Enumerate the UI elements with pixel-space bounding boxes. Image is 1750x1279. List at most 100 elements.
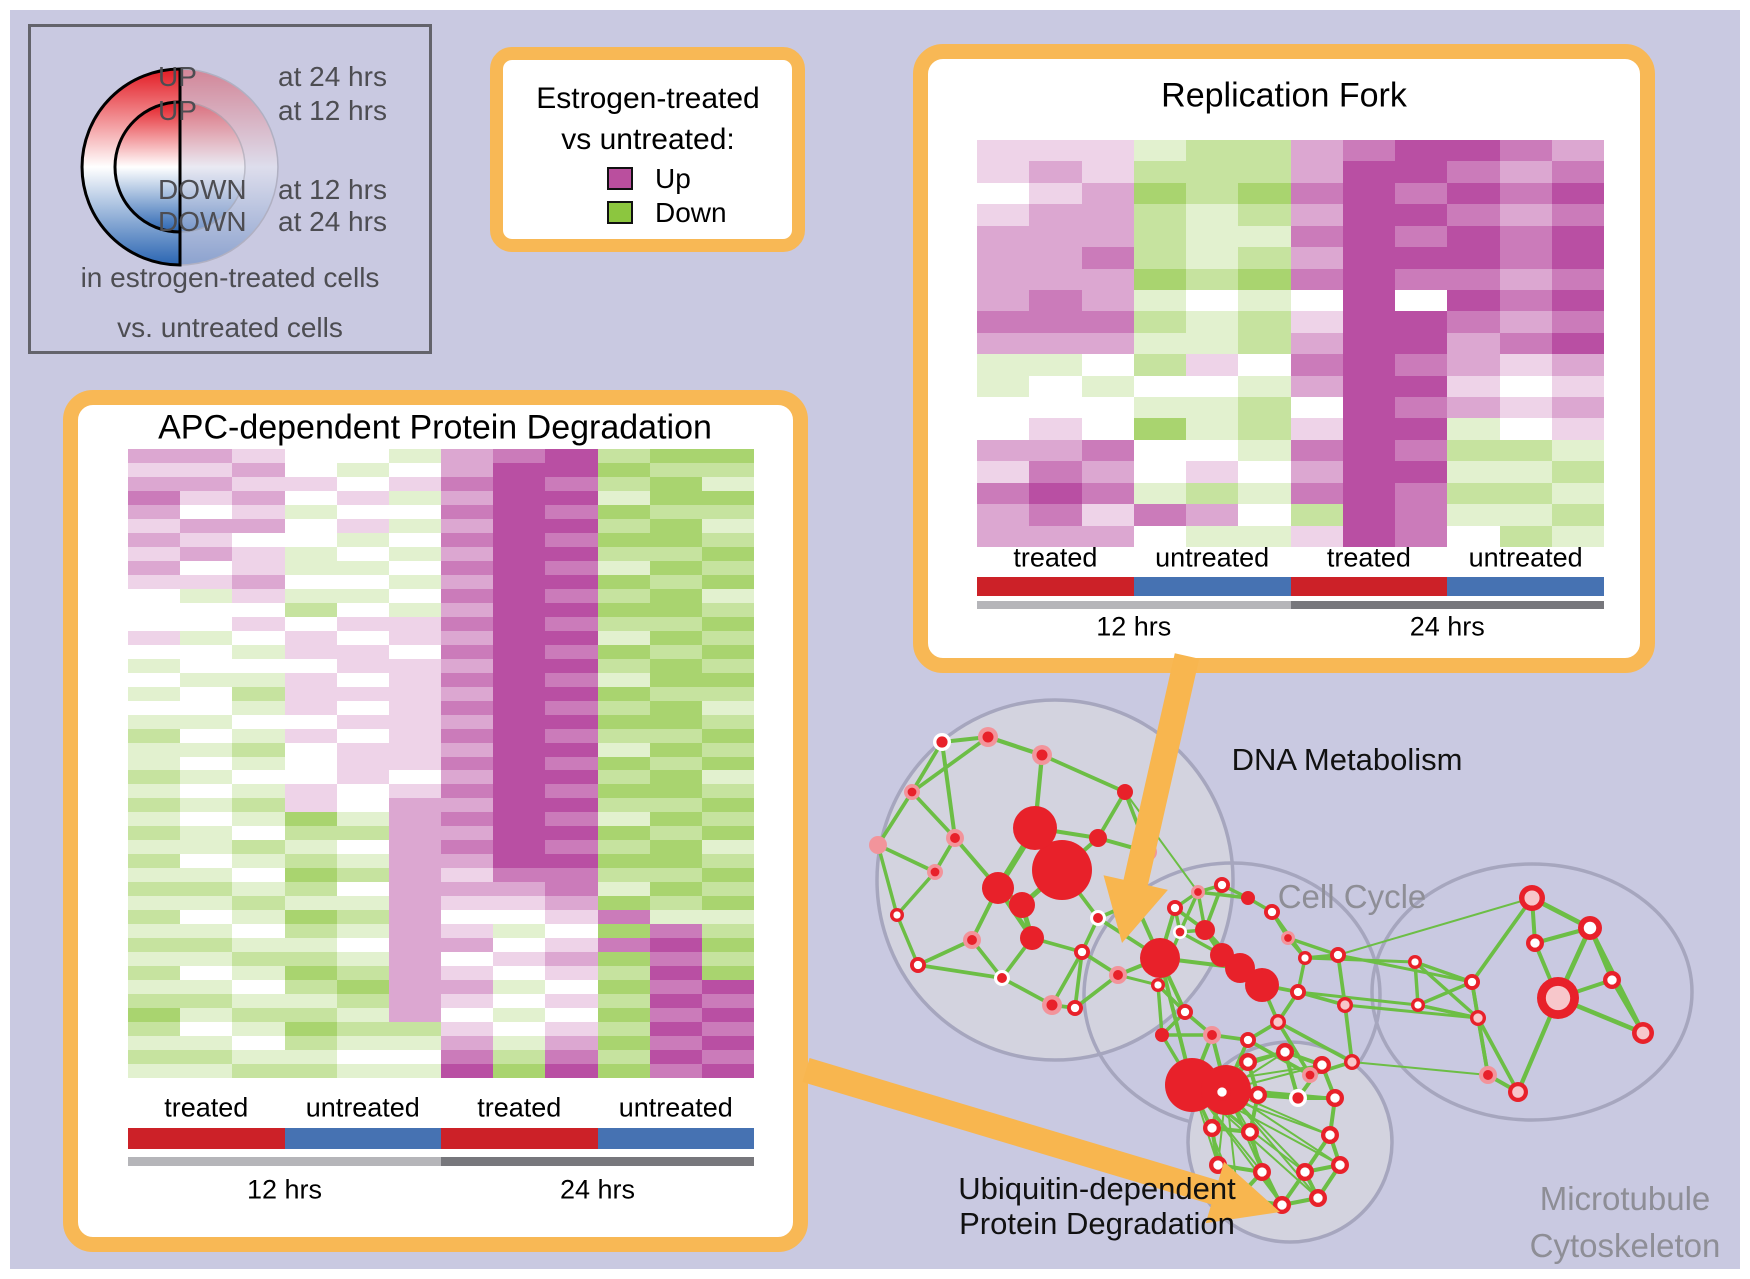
heatmap-cell: [336, 924, 389, 939]
heatmap-cell: [1238, 397, 1291, 419]
heatmap-cell: [545, 840, 598, 855]
heatmap-cell: [1186, 182, 1239, 205]
heatmap-cell: [1447, 161, 1500, 183]
heatmap-cell: [1342, 418, 1395, 440]
heatmap-cell: [701, 1036, 754, 1051]
heatmap-cell: [180, 532, 233, 547]
heatmap-cell: [597, 658, 650, 673]
heatmap-cell: [1238, 332, 1291, 355]
heatmap-cell: [649, 560, 702, 575]
heatmap-cell: [493, 868, 546, 883]
heatmap-cell: [977, 482, 1030, 505]
heatmap-cell: [232, 756, 285, 771]
heatmap-cell: [128, 952, 181, 967]
heatmap-cell: [701, 672, 754, 687]
heatmap-cell: [977, 461, 1030, 483]
heatmap-cell: [284, 532, 337, 547]
heatmap-cell: [284, 910, 337, 925]
heatmap-cell: [649, 616, 702, 631]
heatmap-cell: [388, 686, 441, 701]
heatmap-cell: [1551, 418, 1604, 440]
heatmap-cell: [180, 798, 233, 813]
heatmap-cell: [232, 1050, 285, 1065]
heatmap-cell: [597, 504, 650, 519]
heatmap-cell: [1081, 268, 1134, 290]
heatmap-cell: [128, 476, 181, 491]
heatmap-cell: [649, 770, 702, 785]
heatmap-cell: [1238, 439, 1291, 462]
heatmap-cell: [1290, 182, 1343, 205]
heatmap-cell: [1342, 289, 1395, 312]
heatmap-cell: [128, 784, 181, 799]
heatmap-cell: [545, 882, 598, 897]
heatmap-cell: [1342, 482, 1395, 505]
heatmap-cell: [441, 616, 494, 631]
heatmap-cell: [597, 784, 650, 799]
heatmap-cell: [128, 588, 181, 603]
heatmap-cell: [1499, 525, 1552, 547]
heatmap-cell: [441, 560, 494, 575]
heatmap-cell: [1081, 204, 1134, 226]
heatmap-cell: [1499, 268, 1552, 290]
heatmap-cell: [545, 574, 598, 589]
heatmap-cell: [649, 952, 702, 967]
heatmap-cell: [701, 644, 754, 659]
heatmap-cell: [1551, 525, 1604, 547]
heatmap-cell: [284, 630, 337, 645]
heatmap-cell: [128, 938, 181, 953]
heatmap-cell: [128, 644, 181, 659]
heatmap-cell: [1395, 354, 1448, 376]
heatmap-cell: [128, 490, 181, 505]
heatmap-cell: [284, 602, 337, 617]
heatmap-cell: [232, 910, 285, 925]
heatmap-cell: [649, 672, 702, 687]
condition-bar-treated: [1290, 577, 1448, 596]
heatmap-cell: [1133, 225, 1186, 248]
heatmap-cell: [388, 574, 441, 589]
heatmap-cell: [128, 462, 181, 477]
heatmap-cell: [701, 462, 754, 477]
heatmap-cell: [597, 728, 650, 743]
up-swatch-icon: [607, 167, 633, 190]
heatmap-cell: [441, 1064, 494, 1078]
heatmap-cell: [649, 714, 702, 729]
heatmap-cell: [284, 714, 337, 729]
heatmap-cell: [1029, 482, 1082, 505]
heatmap-cell: [128, 449, 181, 463]
heatmap-cell: [336, 630, 389, 645]
ring-legend-footer-1: in estrogen-treated cells: [80, 262, 380, 293]
heatmap-cell: [701, 532, 754, 547]
heatmap-cell: [1395, 161, 1448, 183]
heatmap-cell: [388, 854, 441, 869]
heatmap-cell: [441, 658, 494, 673]
heatmap-cell: [493, 840, 546, 855]
heatmap-cell: [388, 560, 441, 575]
heatmap-cell: [1133, 204, 1186, 226]
heatmap-cell: [180, 630, 233, 645]
heatmap-cell: [1447, 461, 1500, 483]
heatmap-cell: [284, 476, 337, 491]
heatmap-cell: [180, 462, 233, 477]
heatmap-cell: [649, 1008, 702, 1023]
heatmap-cell: [701, 966, 754, 981]
heatmap-cell: [336, 476, 389, 491]
heatmap-cell: [388, 462, 441, 477]
heatmap-cell: [1290, 461, 1343, 483]
heatmap-cell: [597, 714, 650, 729]
heatmap-cell: [1342, 439, 1395, 462]
heatmap-cell: [1447, 225, 1500, 248]
heatmap-cell: [649, 546, 702, 561]
heatmap-cell: [388, 546, 441, 561]
heatmap-cell: [180, 714, 233, 729]
heatmap-cell: [128, 686, 181, 701]
heatmap-cell: [649, 994, 702, 1009]
heatmap-cell: [284, 798, 337, 813]
heatmap-cell: [232, 714, 285, 729]
heatmap-cell: [441, 532, 494, 547]
cluster-label-ubiquitin-1: Ubiquitin-dependent: [958, 1171, 1236, 1206]
heatmap-cell: [649, 644, 702, 659]
heatmap-cell: [493, 854, 546, 869]
heatmap-cell: [977, 311, 1030, 333]
heatmap-cell: [180, 770, 233, 785]
heatmap-cell: [597, 1022, 650, 1037]
